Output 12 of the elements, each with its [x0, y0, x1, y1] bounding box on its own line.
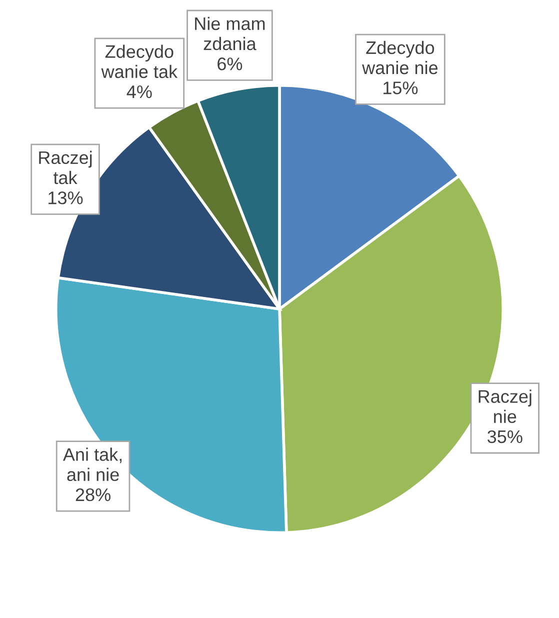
slice-label: Raczej nie: [478, 390, 532, 424]
data-label: 13%: [48, 191, 83, 204]
data-label: 15%: [384, 82, 418, 94]
slice-label: Nie mam zdania: [195, 16, 265, 50]
slice-label: Zdecydo wanie tak: [101, 44, 178, 78]
slice-label: Zdecydo wanie nie: [362, 40, 438, 74]
data-label: 6%: [218, 58, 242, 70]
slice-label: Raczej tak: [39, 150, 92, 184]
slice-label: Ani tak, ani nie: [62, 448, 122, 482]
data-label: 35%: [488, 430, 522, 444]
data-label: 28%: [76, 488, 110, 502]
data-label: 4%: [126, 85, 152, 98]
